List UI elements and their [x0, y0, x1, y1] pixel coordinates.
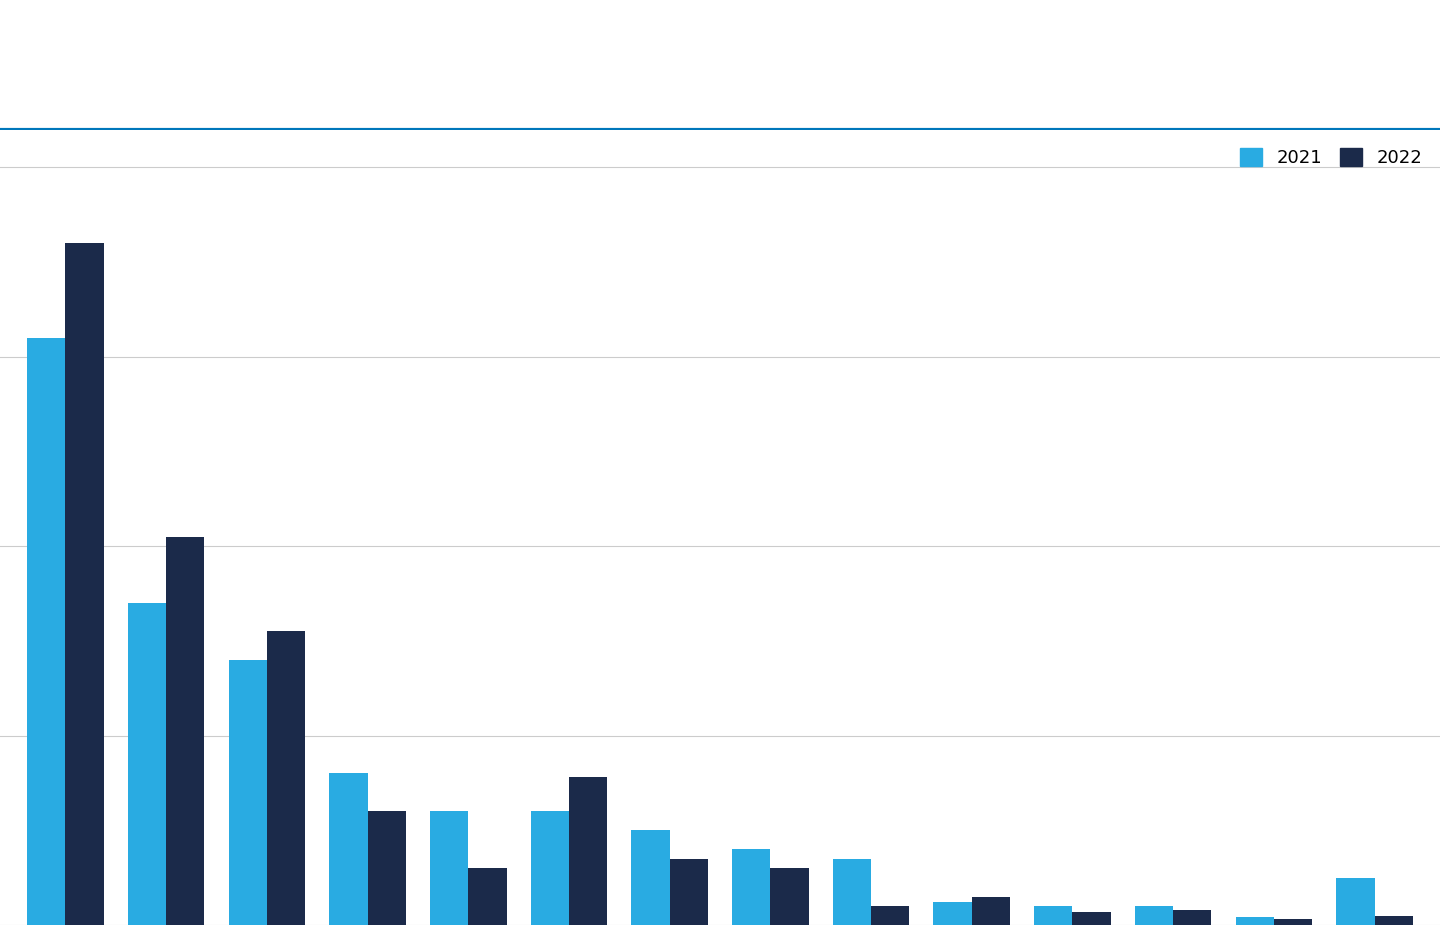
Bar: [266, 632, 305, 925]
Bar: [832, 858, 871, 925]
Bar: [569, 777, 608, 925]
Bar: [732, 849, 770, 925]
Bar: [1135, 906, 1174, 925]
Legend: 2021, 2022: 2021, 2022: [1231, 139, 1431, 176]
Bar: [166, 536, 204, 925]
Text: January–December 2021 vs. January–December 2022: January–December 2021 vs. January–Decemb…: [32, 87, 589, 107]
Bar: [1236, 918, 1274, 925]
Bar: [468, 869, 507, 925]
Bar: [1375, 916, 1413, 925]
Bar: [367, 811, 406, 925]
Bar: [972, 896, 1009, 925]
Bar: [631, 831, 670, 925]
Bar: [1073, 912, 1110, 925]
Bar: [330, 773, 367, 925]
Bar: [670, 858, 708, 925]
Bar: [871, 906, 909, 925]
Bar: [933, 902, 972, 925]
Bar: [431, 811, 468, 925]
Bar: [229, 660, 266, 925]
Text: Akamai: Akamai: [1284, 50, 1411, 80]
Bar: [770, 869, 809, 925]
Bar: [1034, 906, 1073, 925]
Bar: [1336, 878, 1375, 925]
Bar: [1174, 910, 1211, 925]
Text: Top Web Attack Verticals: Top Web Attack Verticals: [32, 26, 500, 59]
Bar: [128, 603, 166, 925]
Bar: [27, 338, 65, 925]
Bar: [1274, 919, 1312, 925]
Bar: [531, 811, 569, 925]
Bar: [65, 243, 104, 925]
